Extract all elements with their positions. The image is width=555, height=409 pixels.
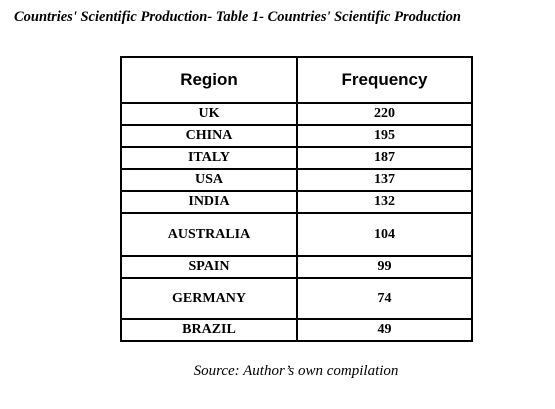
region-cell: GERMANY: [120, 277, 298, 320]
table-body: UK 220 CHINA 195 ITALY 187 USA 137 INDIA 132 AUSTR…: [120, 102, 473, 342]
table-row: UK 220: [120, 102, 473, 126]
frequency-cell: 137: [296, 168, 473, 192]
header-cell: Frequency: [296, 56, 473, 104]
frequency-cell: 220: [296, 102, 473, 126]
table-row: SPAIN 99: [120, 255, 473, 279]
frequency-cell: 195: [296, 124, 473, 148]
region-cell: ITALY: [120, 146, 298, 170]
frequency-cell: 49: [296, 318, 473, 342]
frequency-cell: 99: [296, 255, 473, 279]
table-row: AUSTRALIA 104: [120, 212, 473, 257]
frequency-cell: 132: [296, 190, 473, 214]
table-row: INDIA 132: [120, 190, 473, 214]
region-cell: SPAIN: [120, 255, 298, 279]
frequency-cell: 104: [296, 212, 473, 257]
table-row: BRAZIL 49: [120, 318, 473, 342]
region-cell: USA: [120, 168, 298, 192]
table: Region Frequency UK 220 CHINA 195 ITALY 187 US…: [120, 56, 473, 342]
frequency-cell: 187: [296, 146, 473, 170]
region-cell: UK: [120, 102, 298, 126]
table-row: ITALY 187: [120, 146, 473, 170]
table-row: CHINA 195: [120, 124, 473, 148]
header-cell: Region: [120, 56, 298, 104]
region-cell: CHINA: [120, 124, 298, 148]
header-row: Region Frequency: [120, 56, 473, 104]
table-header: Region Frequency: [120, 56, 473, 104]
region-cell: INDIA: [120, 190, 298, 214]
title: Countries' Scientific Production- Table …: [14, 9, 461, 25]
table-row: GERMANY 74: [120, 277, 473, 320]
region-cell: BRAZIL: [120, 318, 298, 342]
source-note: Source: Author’s own compilation: [193, 363, 399, 379]
frequency-cell: 74: [296, 277, 473, 320]
table-row: USA 137: [120, 168, 473, 192]
region-cell: AUSTRALIA: [120, 212, 298, 257]
